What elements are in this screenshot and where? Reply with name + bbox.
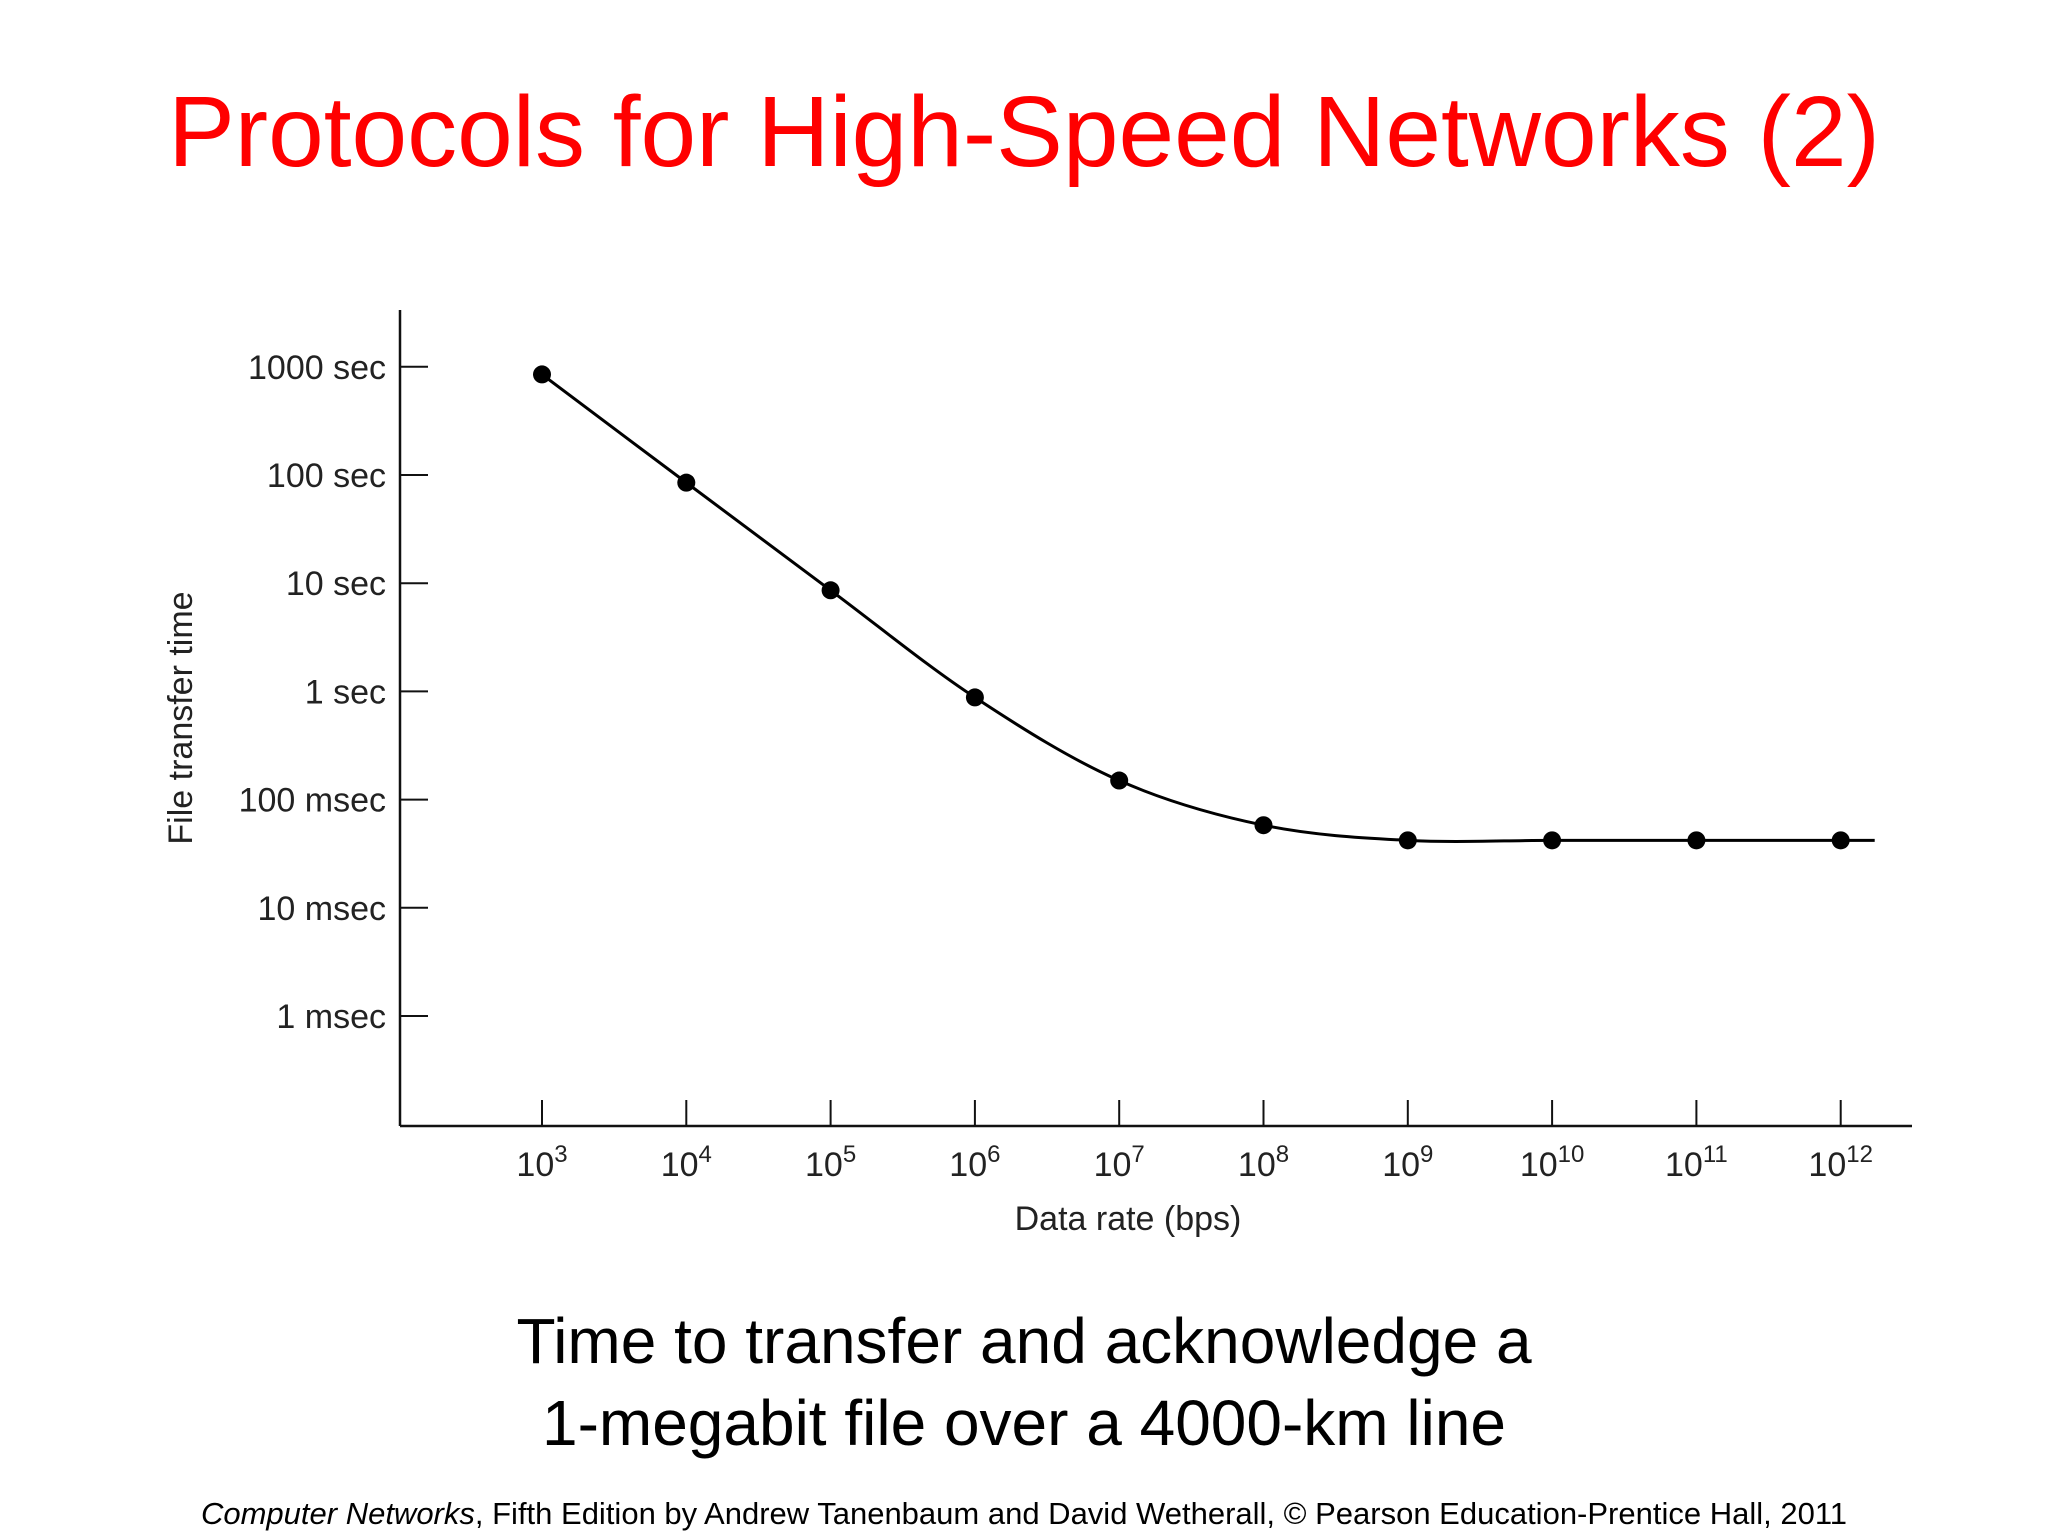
x-tick-label: 103 — [516, 1141, 567, 1184]
x-tick-label: 106 — [949, 1141, 1000, 1184]
y-tick-label: 1 sec — [305, 673, 386, 711]
x-axis-ticks: 103 104 105 106 107 108 109 1010 1011 1012 — [516, 1100, 1873, 1184]
y-axis-ticks: 1000 sec 100 sec 10 sec 1 sec 100 msec 10 mse… — [239, 349, 428, 1036]
data-point — [1687, 831, 1706, 850]
data-point — [1543, 831, 1562, 850]
y-tick-label: 100 sec — [267, 457, 386, 495]
data-point — [965, 688, 984, 707]
footer-citation-text: , Fifth Edition by Andrew Tanenbaum and … — [474, 1496, 1848, 1531]
x-tick-label: 108 — [1238, 1141, 1289, 1184]
data-point — [533, 365, 551, 384]
caption-line-1: Time to transfer and acknowledge a — [516, 1305, 1532, 1377]
chart-axes — [398, 310, 1912, 1128]
x-tick-label: 107 — [1094, 1141, 1145, 1184]
y-tick-label: 1 msec — [276, 998, 386, 1036]
caption-line-2: 1-megabit file over a 4000-km line — [541, 1387, 1507, 1459]
x-tick-label: 1012 — [1808, 1141, 1873, 1184]
data-point — [1398, 831, 1417, 850]
data-point — [1110, 771, 1129, 790]
data-point — [821, 581, 840, 600]
x-tick-label: 105 — [805, 1141, 856, 1184]
x-tick-label: 109 — [1382, 1141, 1433, 1184]
footer-citation: Computer Networks, Fifth Edition by Andr… — [0, 1494, 2048, 1534]
data-point — [1831, 831, 1850, 850]
data-point — [1254, 816, 1273, 835]
y-axis-label: File transfer time — [162, 591, 200, 844]
x-axis-label: Data rate (bps) — [1015, 1200, 1242, 1238]
figure-caption: Time to transfer and acknowledge a 1-meg… — [0, 1300, 2048, 1464]
y-tick-label: 1000 sec — [248, 349, 386, 387]
y-tick-label: 10 sec — [286, 565, 386, 603]
x-tick-label: 1011 — [1665, 1141, 1728, 1184]
data-point — [677, 473, 696, 492]
series-line — [541, 373, 1875, 843]
chart-series — [533, 365, 1875, 850]
slide-title: Protocols for High-Speed Networks (2) — [168, 76, 1880, 188]
y-tick-label: 100 msec — [239, 782, 386, 820]
x-tick-label: 104 — [661, 1141, 712, 1184]
x-tick-label: 1010 — [1520, 1141, 1585, 1184]
y-tick-label: 10 msec — [258, 890, 387, 928]
footer-book-title: Computer Networks — [200, 1496, 475, 1531]
